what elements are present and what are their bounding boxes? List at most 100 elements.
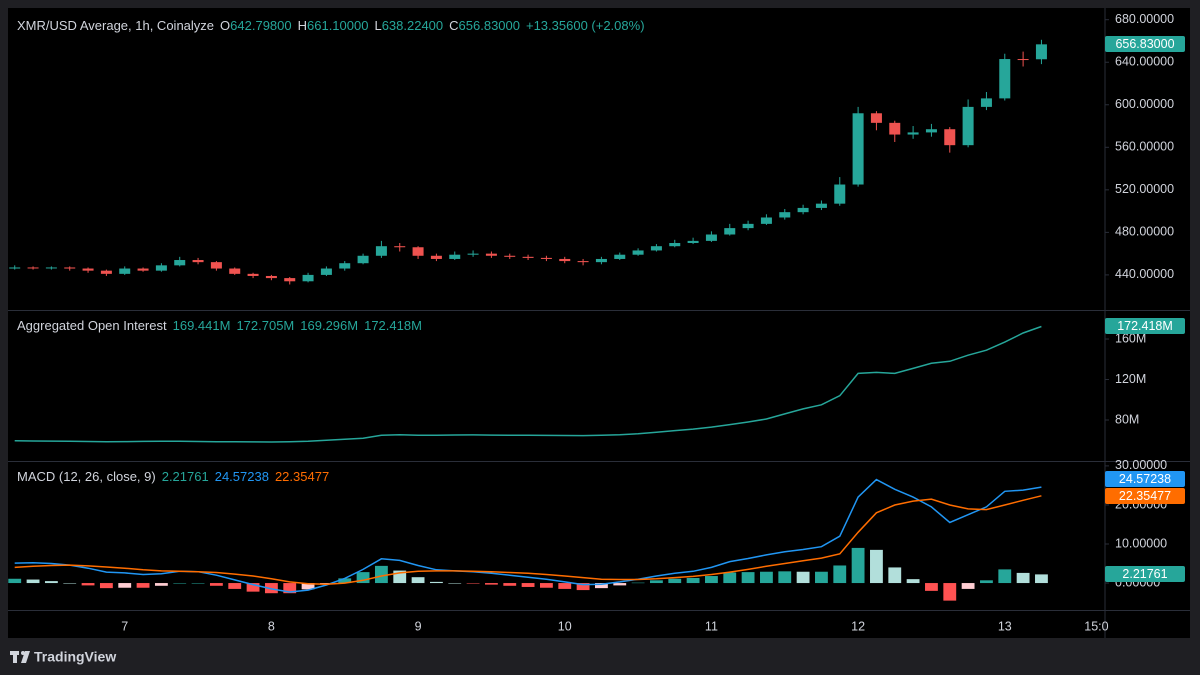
candle-body bbox=[82, 268, 94, 271]
y-tick-label: 560.00000 bbox=[1115, 140, 1174, 154]
histogram-bar bbox=[595, 583, 608, 589]
x-tick-label: 15:0 bbox=[1084, 619, 1108, 633]
candle-body bbox=[1035, 44, 1047, 60]
chart-title: MACD (12, 26, close, 9) bbox=[17, 469, 156, 484]
histogram-bar bbox=[429, 581, 443, 584]
candle-body bbox=[504, 255, 516, 257]
candle-body bbox=[45, 267, 57, 269]
candle-body bbox=[210, 262, 222, 269]
histogram-bar bbox=[246, 583, 260, 592]
candle-body bbox=[559, 258, 571, 262]
macd-legend: MACD (12, 26, close, 9) 2.21761 24.57238 22… bbox=[17, 469, 335, 484]
candle-body bbox=[192, 260, 204, 263]
candle-body bbox=[27, 267, 39, 269]
candle-body bbox=[980, 98, 992, 107]
candle-body bbox=[449, 254, 461, 259]
x-tick-label: 11 bbox=[705, 619, 718, 633]
histogram-bar bbox=[558, 583, 572, 589]
legend-value: 24.57238 bbox=[214, 469, 269, 484]
histogram-bar bbox=[319, 583, 333, 584]
histogram-bar bbox=[1035, 574, 1048, 584]
chart-background bbox=[8, 8, 1190, 638]
candle-body bbox=[155, 265, 167, 271]
histogram-bar bbox=[980, 580, 993, 584]
legend-value: 22.35477 bbox=[274, 469, 330, 484]
histogram-bar bbox=[998, 569, 1012, 584]
candle-body bbox=[815, 203, 827, 208]
candle-body bbox=[137, 268, 149, 271]
histogram-bar bbox=[26, 579, 40, 584]
oi-legend: Aggregated Open Interest 169.441M 172.705M… bbox=[17, 318, 428, 333]
histogram-bar bbox=[723, 572, 737, 584]
x-tick-label: 7 bbox=[121, 619, 128, 633]
candle-body bbox=[797, 207, 809, 213]
legend-value: 169.441M bbox=[172, 318, 231, 333]
legend-key: L bbox=[374, 18, 382, 33]
histogram-bar bbox=[741, 572, 755, 584]
series-line bbox=[14, 325, 1042, 443]
last-price-label: 656.83000 bbox=[1105, 36, 1185, 53]
histogram-bar bbox=[81, 583, 95, 586]
brand-logo: TradingView bbox=[10, 649, 116, 665]
candle-body bbox=[265, 275, 277, 279]
candle-body bbox=[669, 243, 681, 247]
candle-body bbox=[357, 255, 369, 264]
candle-body bbox=[485, 253, 497, 256]
candle-body bbox=[907, 132, 919, 135]
histogram-bar bbox=[338, 578, 352, 584]
candle-body bbox=[467, 253, 479, 255]
candle-body bbox=[64, 267, 76, 269]
last-value-label: 2.21761 bbox=[1105, 566, 1185, 583]
y-tick-label: 80M bbox=[1115, 412, 1139, 426]
y-tick-label: 520.00000 bbox=[1115, 182, 1174, 196]
legend-value: 172.418M bbox=[364, 318, 422, 333]
legend-value: 172.705M bbox=[236, 318, 295, 333]
legend-value: 656.83000 bbox=[458, 18, 520, 33]
candle-body bbox=[174, 260, 186, 266]
histogram-bar bbox=[136, 583, 150, 588]
histogram-bar bbox=[63, 583, 77, 584]
candle-body bbox=[430, 255, 442, 259]
y-tick-label: 480.00000 bbox=[1115, 225, 1174, 239]
legend-key: O bbox=[220, 18, 231, 33]
candle-body bbox=[925, 129, 937, 133]
y-tick-label: 30.00000 bbox=[1115, 458, 1167, 472]
histogram-bar bbox=[484, 583, 498, 585]
candle-body bbox=[394, 246, 406, 248]
histogram-bar bbox=[870, 549, 883, 584]
histogram-bar bbox=[668, 578, 682, 584]
histogram-bar bbox=[961, 583, 975, 589]
histogram-bar bbox=[906, 579, 920, 584]
candle-body bbox=[577, 261, 589, 263]
legend-value: 661.10000 bbox=[307, 18, 369, 33]
last-value-label: 22.35477 bbox=[1105, 487, 1185, 504]
series-line bbox=[14, 495, 1042, 585]
y-tick-label: 440.00000 bbox=[1115, 267, 1174, 281]
histogram-bar bbox=[943, 583, 957, 601]
candle-body bbox=[852, 113, 864, 185]
candle-body bbox=[284, 278, 296, 282]
price-change: +13.35600 (+2.08%) bbox=[525, 18, 645, 33]
legend-value: 2.21761 bbox=[161, 469, 209, 484]
x-tick-label: 8 bbox=[268, 619, 275, 633]
histogram-bar bbox=[815, 571, 828, 584]
candle-body bbox=[229, 268, 241, 274]
candle-body bbox=[119, 268, 131, 274]
legend-value: 638.22400 bbox=[381, 18, 444, 33]
candle-body bbox=[9, 267, 21, 269]
x-tick-label: 9 bbox=[415, 619, 422, 633]
histogram-bar bbox=[8, 578, 22, 584]
histogram-bar bbox=[118, 583, 132, 588]
histogram-bar bbox=[44, 581, 58, 584]
histogram-bar bbox=[356, 572, 370, 584]
candle-body bbox=[339, 263, 351, 269]
y-tick-label: 10.00000 bbox=[1115, 536, 1167, 550]
candle-body bbox=[302, 274, 314, 282]
candle-body bbox=[760, 217, 772, 224]
histogram-bar bbox=[888, 567, 902, 584]
x-tick-label: 10 bbox=[558, 619, 572, 633]
candle-body bbox=[595, 258, 607, 263]
histogram-bar bbox=[228, 583, 242, 589]
